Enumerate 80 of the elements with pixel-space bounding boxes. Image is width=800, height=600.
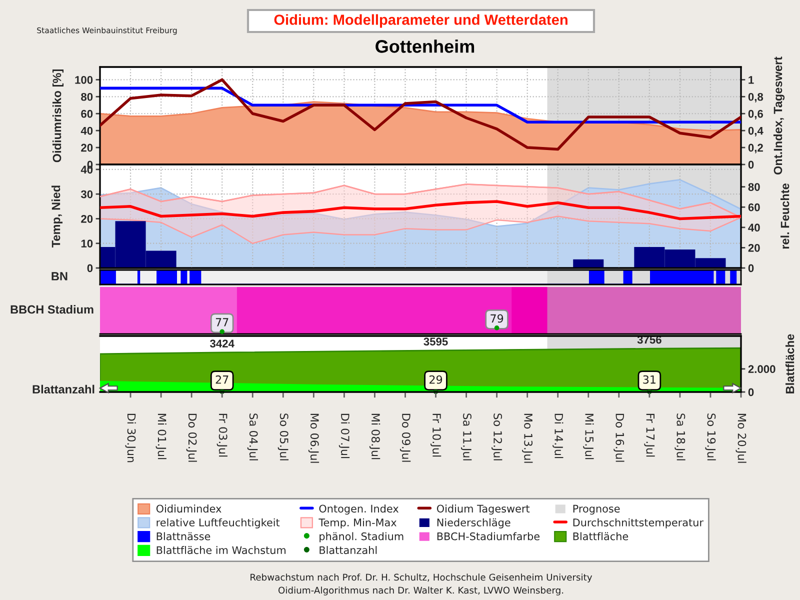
text: Blattnässe	[156, 532, 210, 540]
x-tick-label: Do 02.Jul	[186, 414, 197, 462]
legend-label: Oidiumindex	[156, 504, 222, 513]
data-label: 3424	[210, 340, 234, 348]
data-label: 3595	[424, 338, 448, 346]
data-label: 79	[490, 314, 504, 323]
y2-tick-label: 0,4	[748, 126, 764, 136]
legend-label: Durchschnittstemperatur	[573, 518, 704, 528]
y2-tick-label: 0,8	[748, 92, 764, 102]
y2-tick-label: 80	[748, 183, 760, 191]
y-tick-label: 30	[80, 190, 93, 198]
y2-tick-label: 0	[748, 388, 754, 396]
y-tick-label: 20	[81, 214, 93, 223]
y-tick-label: 60	[81, 110, 93, 118]
y2-tick-label: 0	[748, 264, 754, 272]
x-tick-label: Mi 15.Jul	[583, 414, 594, 460]
x-tick-label: Mo 06.Jul	[308, 414, 320, 463]
y-tick-label: 100	[75, 76, 93, 84]
legend-label: BBCH-Stadiumfarbe	[437, 532, 540, 540]
x-tick-label: Sa 11.Jul	[460, 414, 472, 460]
x-tick-label: So 12.Jul	[492, 414, 502, 460]
y2-tick-label: 20	[748, 244, 760, 252]
legend-label: Oidium Tageswert	[436, 504, 530, 515]
x-tick-label: Di 07.Jul	[338, 414, 350, 458]
y-axis-title: Temp, Nied	[52, 186, 63, 248]
legend-label: Blattanzahl	[320, 546, 377, 554]
y-tick-label: 40	[80, 126, 93, 135]
legend-label: Temp. Min-Max	[318, 518, 396, 528]
x-tick-label: Fr 10.Jul	[430, 414, 442, 457]
data-label: 77	[216, 318, 228, 326]
bar	[573, 259, 604, 268]
x-tick-label: Do 16.Jul	[614, 414, 624, 462]
x-tick-label: Di 30.Jun	[125, 414, 136, 462]
x-tick-label: So 05.Jul	[278, 414, 289, 460]
data-label: 31	[643, 375, 656, 384]
legend-label: Ontogen. Index	[319, 504, 399, 515]
x-tick-label: So 19.Jul	[705, 414, 716, 460]
y-tick-label: 80	[81, 92, 93, 101]
x-tick-label: Fr 17.Jul	[644, 414, 655, 457]
y-tick-label: 0	[87, 264, 93, 272]
legend-label: phänol. Stadium	[320, 532, 404, 542]
y2-tick-label: 60	[748, 203, 760, 212]
x-tick-label: Mo 13.Jul	[522, 414, 533, 463]
legend-label: Prognose	[573, 504, 620, 515]
x-tick-label: Sa 18.Jul	[674, 414, 686, 460]
y2-tick-label: 40	[748, 224, 760, 232]
line-series	[100, 184, 741, 218]
y2-tick-label: 0	[748, 160, 754, 169]
x-tick-label: Mo 20.Jul	[736, 414, 746, 463]
y-axis-title: BN	[52, 272, 68, 280]
y-tick-label: 10	[81, 240, 93, 248]
y2-axis-title: rel. Feuchte	[780, 184, 790, 249]
y-tick-label: 20	[81, 144, 93, 152]
y-axis-title: BBCH Stadium	[10, 304, 94, 314]
y2-tick-label: 2.000	[748, 365, 776, 374]
x-tick-label: Fr 03.Jul	[216, 414, 228, 457]
x-tick-label: Mi 08.Jul	[369, 414, 380, 460]
text: Rebwachstum nach Prof. Dr. H. Schultz, Hochschule Geisenheim University	[250, 574, 592, 582]
y-axis-title: Blattanzahl	[32, 384, 94, 394]
x-tick-label: Mi 01.Jul	[156, 414, 166, 460]
legend-label: relative Luftfeuchtigkeit	[156, 518, 280, 528]
y2-axis-title: Ont.Index, Tageswert	[773, 56, 785, 175]
x-tick-label: Di 14.Jul	[552, 414, 564, 458]
chart-subtitle: Gottenheim	[376, 40, 474, 53]
legend-label: Blattfläche im Wachstum	[156, 546, 286, 554]
data-label: 27	[216, 375, 228, 384]
y2-tick-label: 0,6	[748, 110, 763, 120]
text: Oidium-Algorithmus nach Dr. Walter K. Kast, LVWO Weinsberg.	[278, 586, 564, 596]
x-tick-label: Do 09.Jul	[400, 414, 411, 462]
y2-tick-label: 1	[748, 76, 754, 84]
legend-label: Blattfläche	[573, 532, 628, 540]
y-axis-title: Oidiumrisiko [%]	[52, 70, 64, 162]
legend-label: Niederschläge	[437, 518, 510, 528]
line-series	[100, 78, 741, 151]
chart-title: Oidium: Modellparameter und Wetterdaten	[274, 14, 568, 28]
x-tick-label: Sa 04.Jul	[247, 414, 258, 460]
data-label: 29	[430, 375, 442, 384]
y2-tick-label: 0,2	[748, 144, 763, 154]
line-series	[100, 200, 741, 220]
y2-axis-title: Blattfläche	[785, 334, 794, 394]
